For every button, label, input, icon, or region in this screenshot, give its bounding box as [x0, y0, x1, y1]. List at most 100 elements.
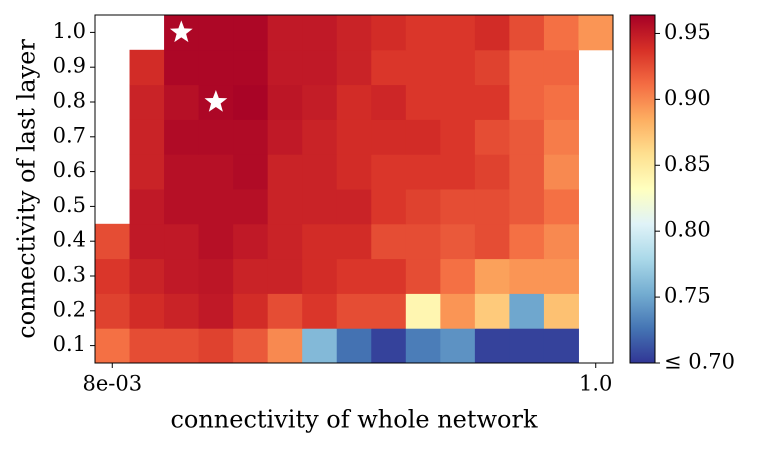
heatmap-cell [440, 293, 476, 329]
y-tick-label: 0.1 [53, 332, 86, 356]
heatmap-cell [543, 223, 579, 260]
heatmap-cell [233, 84, 269, 120]
heatmap-cell [509, 154, 545, 190]
heatmap-cell [267, 49, 303, 86]
heatmap-cell [543, 119, 579, 155]
heatmap-cell [336, 49, 372, 86]
heatmap-cell [509, 258, 545, 294]
heatmap-cell [129, 293, 165, 329]
heatmap-cell [371, 189, 407, 225]
heatmap-cell [302, 119, 338, 155]
heatmap-cell [129, 189, 165, 225]
plot-frame [94, 14, 614, 364]
heatmap-cell [164, 84, 200, 120]
heatmap-cell [95, 328, 131, 364]
heatmap-cell [164, 328, 200, 364]
heatmap-cell [302, 49, 338, 86]
heatmap-cell [129, 258, 165, 294]
heatmap-cell [336, 84, 372, 120]
heatmap-cell [440, 258, 476, 294]
heatmap-cell [509, 293, 545, 329]
heatmap-cell [302, 223, 338, 260]
heatmap-cell [336, 258, 372, 294]
y-tick-label: 0.5 [53, 193, 86, 217]
highlight-star [169, 20, 193, 43]
heatmap-cell [95, 293, 131, 329]
heatmap-cell [509, 119, 545, 155]
heatmap-cell [440, 189, 476, 225]
heatmap-cell [509, 223, 545, 260]
heatmap-cell [95, 258, 131, 294]
heatmap-cell [474, 223, 510, 260]
x-tick-label: 8e-03 [82, 372, 142, 396]
heatmap-cell [233, 293, 269, 329]
heatmap-cell [509, 15, 545, 51]
heatmap-cell [405, 84, 441, 120]
heatmap-cell [440, 15, 476, 51]
heatmap-cell [198, 189, 234, 225]
heatmap-cell [302, 84, 338, 120]
heatmap-cell [371, 154, 407, 190]
colorbar-tick-label: ≤ 0.70 [664, 350, 735, 374]
heatmap-cell [198, 119, 234, 155]
heatmap-cell [336, 189, 372, 225]
heatmap-cell [336, 328, 372, 364]
heatmap-cell [440, 328, 476, 364]
heatmap-cell [129, 223, 165, 260]
heatmap-cell [233, 328, 269, 364]
heatmap-cell [371, 293, 407, 329]
heatmap-cell [302, 258, 338, 294]
heatmap-cell [267, 119, 303, 155]
heatmap-cell [129, 84, 165, 120]
heatmap-cell [509, 189, 545, 225]
heatmap-cell [440, 223, 476, 260]
heatmap-cell [267, 258, 303, 294]
heatmap-cell [405, 293, 441, 329]
heatmap-cell [233, 15, 269, 51]
heatmap-cell [302, 293, 338, 329]
heatmap-cell [509, 49, 545, 86]
heatmap-cell [440, 49, 476, 86]
heatmap-cell [336, 15, 372, 51]
heatmap-cell [129, 119, 165, 155]
colorbar-tick-label: 0.75 [664, 284, 711, 308]
y-tick-label: 0.7 [53, 123, 86, 147]
heatmap-cell [371, 119, 407, 155]
heatmap-cell [371, 258, 407, 294]
heatmap-cell [474, 49, 510, 86]
heatmap-cell [198, 154, 234, 190]
heatmap-cell [233, 119, 269, 155]
heatmap-cell [302, 154, 338, 190]
heatmap-cell [474, 293, 510, 329]
heatmap-cell [474, 15, 510, 51]
heatmap-cell [405, 15, 441, 51]
heatmap-cell [267, 223, 303, 260]
heatmap-cell [405, 189, 441, 225]
y-tick-label: 0.3 [53, 263, 86, 287]
heatmap-cell [405, 328, 441, 364]
heatmap-cell [233, 154, 269, 190]
heatmap-cell [233, 189, 269, 225]
heatmap-cell [233, 223, 269, 260]
heatmap-cell [474, 84, 510, 120]
heatmap-cell [336, 119, 372, 155]
heatmap-cell [371, 49, 407, 86]
heatmap-cell [543, 15, 579, 51]
heatmap-cell [198, 293, 234, 329]
colorbar [629, 14, 656, 364]
y-tick-label: 1.0 [53, 19, 86, 43]
heatmap-cell [440, 84, 476, 120]
heatmap-cell [371, 15, 407, 51]
heatmap-cell [164, 119, 200, 155]
heatmap-cell [233, 258, 269, 294]
y-tick-label: 0.9 [53, 54, 86, 78]
y-tick-label: 0.6 [53, 158, 86, 182]
heatmap-cell [267, 328, 303, 364]
colorbar-tick-label: 0.85 [664, 152, 711, 176]
heatmap-cell [198, 15, 234, 51]
x-tick-label: 1.0 [579, 372, 612, 396]
heatmap-cell [371, 328, 407, 364]
heatmap-cell [336, 223, 372, 260]
heatmap-cell [543, 49, 579, 86]
